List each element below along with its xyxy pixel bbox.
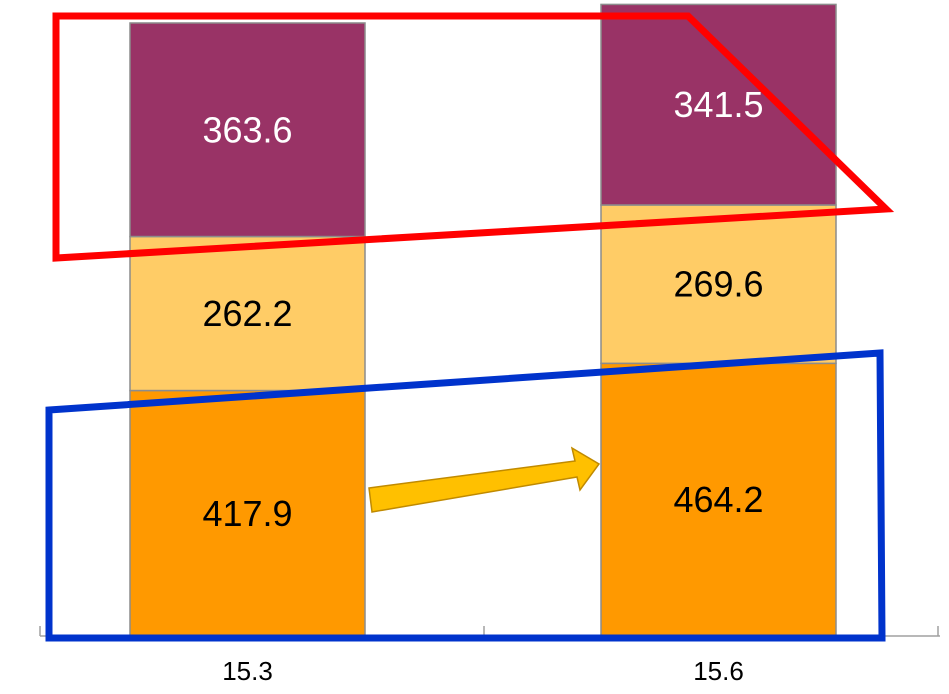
bar-segment-15.6-1 bbox=[600, 204, 837, 365]
data-label-15.6-0: 464.2 bbox=[673, 479, 763, 520]
data-label-15.3-0: 417.9 bbox=[202, 493, 292, 534]
data-label-15.6-2: 341.5 bbox=[673, 84, 763, 125]
x-tick-labels: 15.3 15.6 bbox=[222, 656, 744, 686]
x-tick-label: 15.3 bbox=[222, 656, 273, 686]
highlight-box-top bbox=[52, 12, 895, 262]
data-label-15.6-1: 269.6 bbox=[673, 264, 763, 305]
segment-labels: 417.9 262.2 363.6 464.2 269.6 341.5 bbox=[202, 84, 763, 534]
bar-segment-15.6-2 bbox=[600, 3, 837, 206]
highlight-box-bottom bbox=[45, 349, 886, 642]
bar-segment-15.3-2 bbox=[129, 22, 366, 238]
data-label-15.3-2: 363.6 bbox=[202, 109, 292, 150]
data-label-15.3-1: 262.2 bbox=[202, 293, 292, 334]
x-tick-label: 15.6 bbox=[693, 656, 744, 686]
bar-segment-15.3-0 bbox=[129, 389, 366, 637]
growth-arrow bbox=[368, 446, 601, 513]
bar-segment-15.6-0 bbox=[600, 362, 837, 637]
bar-segment-15.3-1 bbox=[129, 235, 366, 392]
bar-segments bbox=[129, 3, 837, 637]
